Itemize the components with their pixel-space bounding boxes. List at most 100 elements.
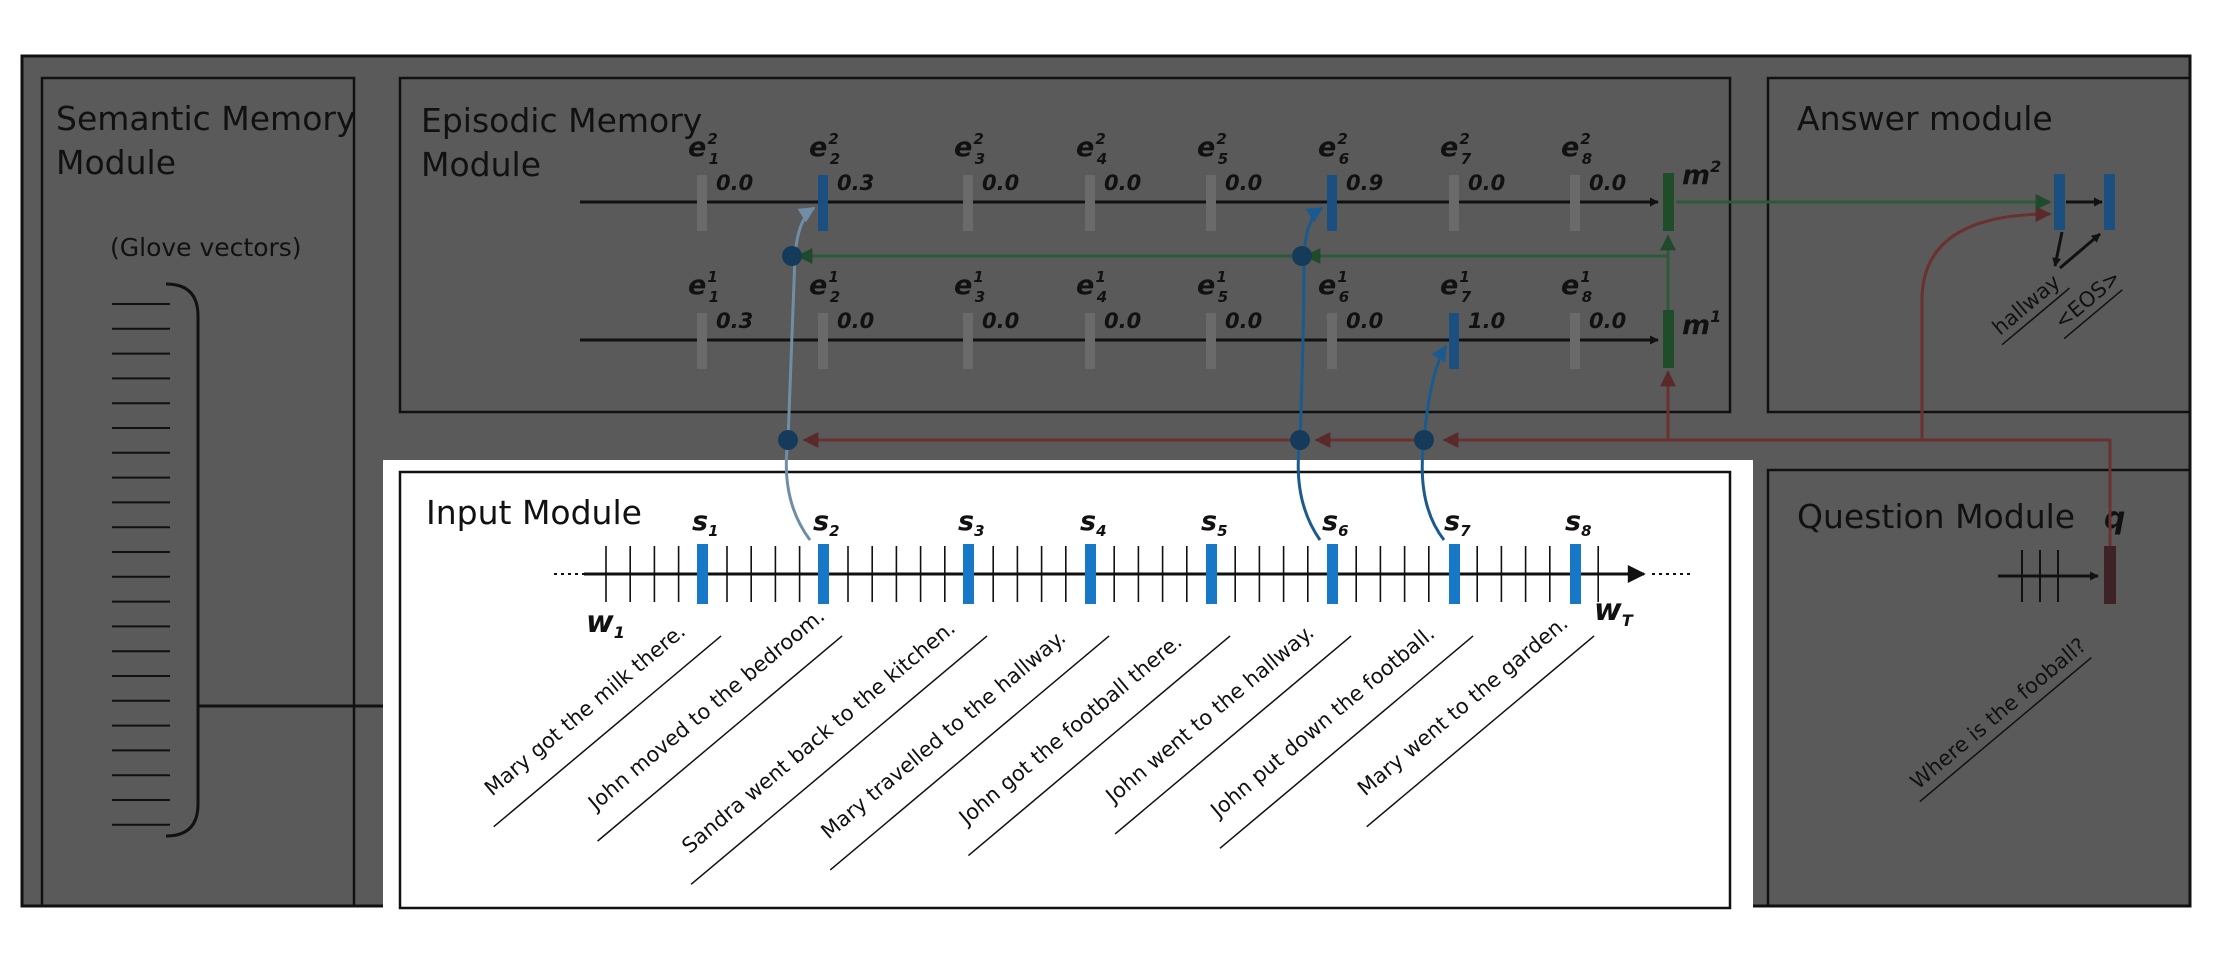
pass1-gate-label-6: e1 6 — [1318, 268, 1349, 306]
pass1-gate-5 — [1206, 313, 1216, 369]
sentence-label-2: s2 — [813, 506, 840, 540]
answer-state-2 — [2104, 174, 2115, 230]
pass1-gate-value-6: 0.0 — [1346, 309, 1383, 333]
input-w1-label: w1 — [586, 605, 625, 642]
answer-state-1 — [2054, 174, 2065, 230]
pass1-gate-8 — [1570, 313, 1580, 369]
pass1-gate-1 — [697, 313, 707, 369]
pass2-gate-value-7: 0.0 — [1468, 171, 1505, 195]
pass2-gate-8 — [1570, 175, 1580, 231]
pass1-gate-label-1: e1 1 — [688, 268, 719, 306]
pass2-gate-value-4: 0.0 — [1104, 171, 1141, 195]
semantic-title-line2: Module — [56, 143, 176, 182]
pass2-gate-label-1: e2 1 — [688, 130, 719, 168]
pass1-gate-label-8: e1 8 — [1561, 268, 1592, 306]
sentence-bar-7 — [1449, 544, 1460, 604]
sentence-underline — [597, 635, 843, 842]
sentence-bar-2 — [818, 544, 829, 604]
junction-node — [1290, 430, 1310, 450]
episodic-memory-module: Episodic Memory Module e2 1 0.0 e2 2 0.3 e2 3 0.… — [398, 76, 1732, 414]
pass1-gate-7 — [1449, 313, 1459, 369]
sentence-label-7: s7 — [1444, 506, 1471, 540]
pass2-gate-label-2: e2 2 — [809, 130, 840, 168]
pass2-gate-2 — [818, 175, 828, 231]
sentence-underline — [829, 635, 1110, 871]
sentence-label-4: s4 — [1080, 506, 1107, 540]
pass2-gate-6 — [1327, 175, 1337, 231]
sentence-label-1: s1 — [692, 506, 719, 540]
pass1-gate-value-8: 0.0 — [1589, 309, 1626, 333]
sentence-bar-1 — [697, 544, 708, 604]
pass1-gate-value-5: 0.0 — [1225, 309, 1262, 333]
answer-title: Answer module — [1797, 99, 2053, 138]
sentence-label-6: s6 — [1322, 506, 1349, 540]
pass2-gate-1 — [697, 175, 707, 231]
pass1-gate-value-4: 0.0 — [1104, 309, 1141, 333]
pass2-gate-label-4: e2 4 — [1076, 130, 1107, 168]
pass1-gates: e1 1 0.3 e1 2 0.0 e1 3 0.0 e1 4 0.0 e1 5 0.0 e1 6 0.0 e1 7 1… — [688, 268, 1626, 369]
connectors — [778, 194, 2112, 546]
question-title: Question Module — [1797, 497, 2075, 536]
question-state-bar — [2104, 546, 2116, 604]
semantic-module-box — [40, 76, 356, 908]
sentence-label-3: s3 — [958, 506, 985, 540]
sentence-bar-3 — [963, 544, 974, 604]
sentence-bar-4 — [1085, 544, 1096, 604]
pass1-gate-label-5: e1 5 — [1197, 268, 1228, 306]
sentence-underline — [690, 635, 988, 885]
memory-m2-bar — [1663, 173, 1674, 231]
pass2-gate-value-6: 0.9 — [1346, 171, 1383, 195]
memory-m2-label: m2 — [1682, 157, 1721, 191]
memory-m1-label: m1 — [1682, 307, 1721, 341]
sentence-underline — [967, 635, 1231, 857]
pass1-gate-label-4: e1 4 — [1076, 268, 1107, 306]
pass1-gate-label-3: e1 3 — [954, 268, 985, 306]
input-module: Input Module s1 s2 s3 s4 s5 s6 s7 s8 Mary got t… — [383, 460, 1753, 912]
pass1-gate-value-2: 0.0 — [837, 309, 874, 333]
pass1-gate-3 — [963, 313, 973, 369]
pass2-gate-value-1: 0.0 — [716, 171, 753, 195]
junction-node — [1292, 246, 1312, 266]
question-module-box — [1766, 468, 2192, 908]
pass2-gate-label-5: e2 5 — [1197, 130, 1228, 168]
answer-output-feedback — [2059, 232, 2101, 270]
input-sentence-bars — [697, 544, 1581, 604]
s2-to-e2-curve — [784, 206, 816, 541]
semantic-title-line1: Semantic Memory — [56, 99, 355, 138]
sentence-underline — [1114, 635, 1352, 835]
pass1-gate-label-2: e1 2 — [809, 268, 840, 306]
pass2-gate-label-3: e2 3 — [954, 130, 985, 168]
episodic-title-line1: Episodic Memory — [421, 101, 702, 140]
question-to-memory-line — [1442, 432, 2112, 546]
pass1-gate-6 — [1327, 313, 1337, 369]
semantic-bracket — [165, 282, 200, 838]
answer-output-down — [2052, 231, 2064, 267]
pass2-gate-label-8: e2 8 — [1561, 130, 1592, 168]
pass1-gate-value-1: 0.3 — [716, 309, 753, 333]
s6-to-e6-curve — [1296, 206, 1324, 541]
sentence-underline — [1366, 635, 1595, 828]
pass2-gate-label-6: e2 6 — [1318, 130, 1349, 168]
semantic-memory-module: Semantic Memory Module (Glove vectors) — [40, 76, 526, 908]
pass1-gate-4 — [1085, 313, 1095, 369]
semantic-subtitle: (Glove vectors) — [110, 233, 302, 262]
pass2-gate-5 — [1206, 175, 1216, 231]
pass2-gate-3 — [963, 175, 973, 231]
input-module-box — [398, 470, 1732, 910]
glove-vector-lines — [112, 303, 170, 826]
pass1-gate-label-7: e1 7 — [1440, 268, 1472, 306]
sentence-label-5: s5 — [1201, 506, 1228, 540]
sentence-underline — [1219, 635, 1474, 849]
pass2-gate-value-8: 0.0 — [1589, 171, 1626, 195]
junction-node — [782, 246, 802, 266]
pass1-gate-2 — [818, 313, 828, 369]
junction-node — [1414, 430, 1434, 450]
question-to-answer-curve — [1920, 206, 2052, 440]
answer-module-box — [1766, 76, 2192, 414]
pass1-gate-value-7: 1.0 — [1468, 309, 1505, 333]
pass2-gate-7 — [1449, 175, 1459, 231]
sentence-label-8: s8 — [1565, 506, 1592, 540]
sentence-bar-8 — [1570, 544, 1581, 604]
input-highlight — [383, 460, 1753, 912]
